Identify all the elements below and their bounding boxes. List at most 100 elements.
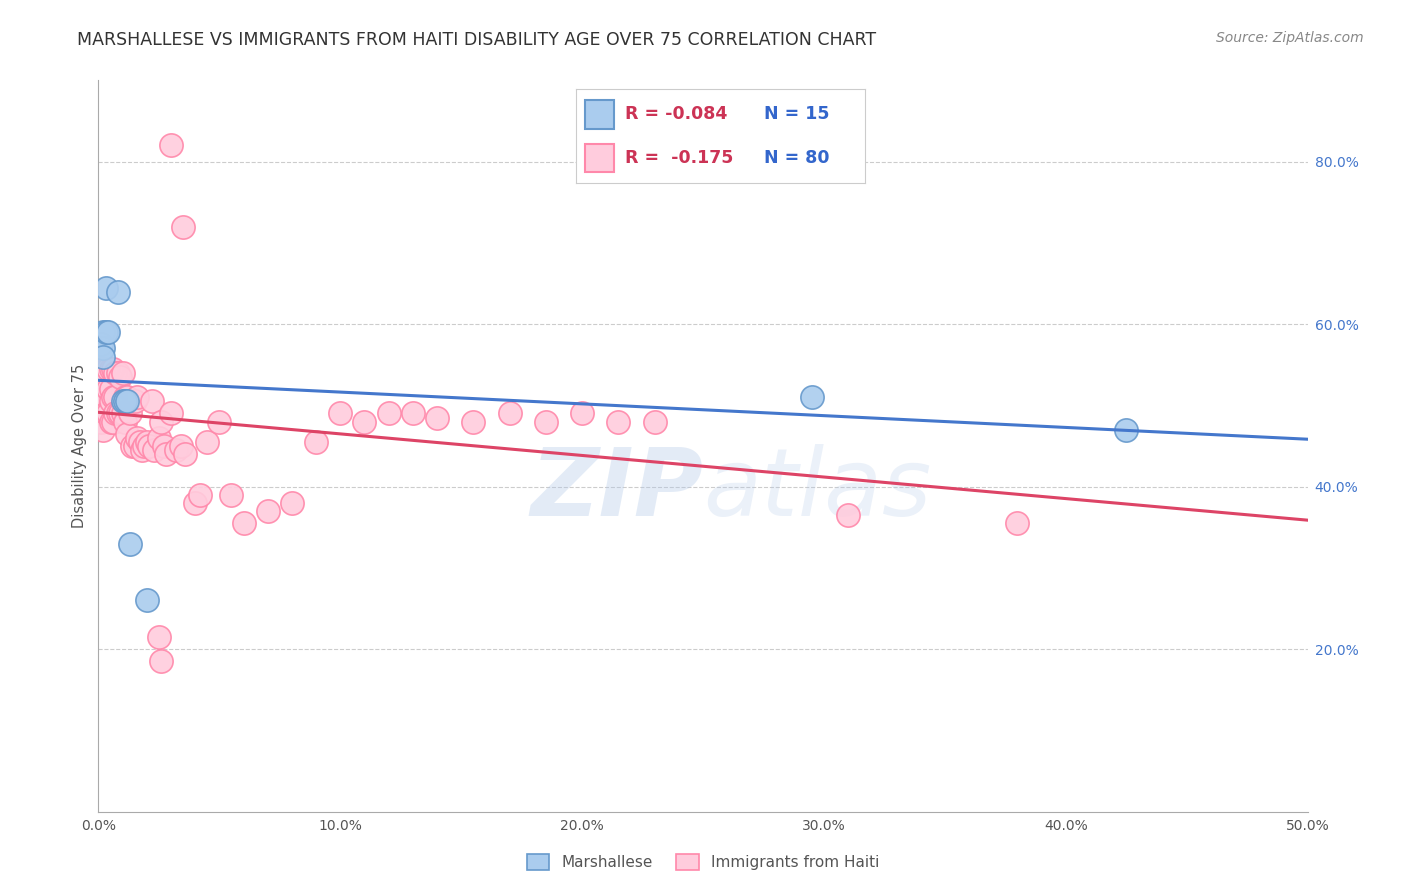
Point xyxy=(131,443,153,458)
Point xyxy=(155,447,177,461)
Text: ZIP: ZIP xyxy=(530,444,703,536)
Point xyxy=(174,447,197,461)
Point xyxy=(90,374,112,388)
Point xyxy=(534,415,557,429)
Point xyxy=(127,390,149,404)
Point xyxy=(91,342,114,356)
Point xyxy=(426,410,449,425)
Point xyxy=(100,361,122,376)
Point xyxy=(100,394,122,409)
Point xyxy=(114,390,136,404)
Point xyxy=(607,415,630,429)
Point xyxy=(90,390,112,404)
Y-axis label: Disability Age Over 75: Disability Age Over 75 xyxy=(72,364,87,528)
Point xyxy=(90,402,112,417)
Point xyxy=(117,426,139,441)
Point xyxy=(160,407,183,421)
Point xyxy=(108,370,131,384)
Point xyxy=(165,443,187,458)
Point xyxy=(121,439,143,453)
Point xyxy=(169,439,191,453)
Point xyxy=(128,434,150,449)
Point xyxy=(329,407,352,421)
Point xyxy=(135,434,157,449)
Point xyxy=(150,654,173,668)
Point xyxy=(91,350,114,364)
Point xyxy=(498,407,520,421)
Text: R =  -0.175: R = -0.175 xyxy=(626,149,734,167)
Point xyxy=(837,508,859,522)
Point xyxy=(124,439,146,453)
Point xyxy=(104,390,127,404)
FancyBboxPatch shape xyxy=(585,101,614,128)
Point xyxy=(91,407,114,421)
Point xyxy=(91,390,114,404)
Point xyxy=(232,516,254,531)
Point xyxy=(107,366,129,380)
Point xyxy=(305,434,328,449)
Point xyxy=(118,536,141,550)
Point xyxy=(97,382,120,396)
Point xyxy=(127,431,149,445)
Point xyxy=(152,439,174,453)
Text: N = 15: N = 15 xyxy=(763,105,830,123)
Point xyxy=(256,504,278,518)
Point xyxy=(91,361,114,376)
Text: Source: ZipAtlas.com: Source: ZipAtlas.com xyxy=(1216,31,1364,45)
Point xyxy=(208,415,231,429)
Point xyxy=(141,394,163,409)
Point xyxy=(402,407,425,421)
Point xyxy=(111,394,134,409)
Point xyxy=(571,407,593,421)
Point xyxy=(97,407,120,421)
Point xyxy=(90,361,112,376)
Point xyxy=(150,415,173,429)
Point xyxy=(1007,516,1029,531)
Point xyxy=(94,280,117,294)
Point xyxy=(118,407,141,421)
Point xyxy=(134,439,156,453)
Point xyxy=(104,407,127,421)
Point xyxy=(94,374,117,388)
Point xyxy=(100,382,122,396)
Point xyxy=(91,423,114,437)
Point xyxy=(94,390,117,404)
Point xyxy=(172,219,194,234)
Point xyxy=(97,325,120,339)
Point xyxy=(107,407,129,421)
Point xyxy=(1115,423,1137,437)
Point xyxy=(160,138,183,153)
Point xyxy=(221,488,243,502)
Point xyxy=(94,325,117,339)
Point xyxy=(644,415,666,429)
Point xyxy=(143,443,166,458)
Point xyxy=(97,361,120,376)
Point xyxy=(104,366,127,380)
Point xyxy=(114,394,136,409)
Text: R = -0.084: R = -0.084 xyxy=(626,105,728,123)
Point xyxy=(377,407,399,421)
FancyBboxPatch shape xyxy=(585,144,614,171)
Point xyxy=(90,415,112,429)
Point xyxy=(91,325,114,339)
Point xyxy=(111,366,134,380)
Point xyxy=(100,415,122,429)
Text: N = 80: N = 80 xyxy=(763,149,830,167)
Point xyxy=(138,439,160,453)
Point xyxy=(101,390,124,404)
Point xyxy=(117,394,139,409)
Point xyxy=(117,390,139,404)
Point xyxy=(108,407,131,421)
Point xyxy=(107,285,129,299)
Legend: Marshallese, Immigrants from Haiti: Marshallese, Immigrants from Haiti xyxy=(526,854,880,870)
Point xyxy=(111,407,134,421)
Point xyxy=(800,390,823,404)
Point xyxy=(94,407,117,421)
Point xyxy=(114,415,136,429)
Point xyxy=(188,488,211,502)
Point xyxy=(94,361,117,376)
Point xyxy=(463,415,485,429)
Point xyxy=(148,431,170,445)
Point xyxy=(148,630,170,644)
Point xyxy=(281,496,304,510)
